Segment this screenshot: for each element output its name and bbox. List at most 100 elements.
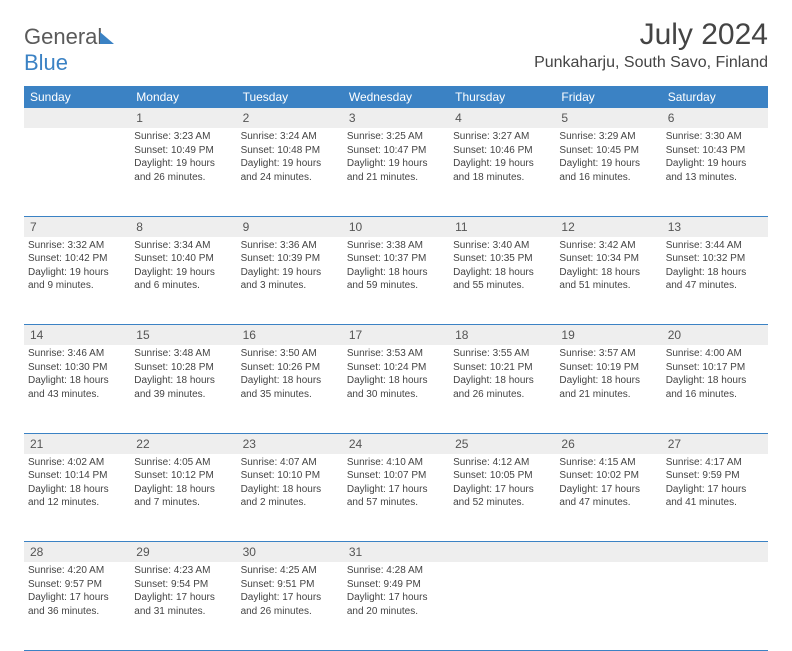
sunset-text: Sunset: 9:59 PM xyxy=(666,469,764,483)
daylight-text: Daylight: 17 hours and 57 minutes. xyxy=(347,483,445,510)
sunset-text: Sunset: 10:34 PM xyxy=(559,252,657,266)
sunrise-text: Sunrise: 4:17 AM xyxy=(666,456,764,470)
day-number-cell: 25 xyxy=(449,433,555,454)
sunrise-text: Sunrise: 4:05 AM xyxy=(134,456,232,470)
sunset-text: Sunset: 10:47 PM xyxy=(347,144,445,158)
day-cell xyxy=(24,128,130,216)
brand-text: General Blue xyxy=(24,24,114,76)
sunset-text: Sunset: 10:43 PM xyxy=(666,144,764,158)
sunset-text: Sunset: 10:24 PM xyxy=(347,361,445,375)
weekday-header: Wednesday xyxy=(343,86,449,108)
sunrise-text: Sunrise: 3:44 AM xyxy=(666,239,764,253)
day-cell: Sunrise: 3:38 AMSunset: 10:37 PMDaylight… xyxy=(343,237,449,325)
day-number-cell: 21 xyxy=(24,433,130,454)
daylight-text: Daylight: 17 hours and 52 minutes. xyxy=(453,483,551,510)
day-number-cell: 9 xyxy=(237,216,343,237)
day-content-row: Sunrise: 3:23 AMSunset: 10:49 PM Daylight… xyxy=(24,128,768,216)
sunset-text: Sunset: 9:51 PM xyxy=(241,578,339,592)
day-cell: Sunrise: 4:00 AMSunset: 10:17 PMDaylight… xyxy=(662,345,768,433)
day-number-cell: 2 xyxy=(237,108,343,128)
daylight-text: Daylight: 18 hours and 51 minutes. xyxy=(559,266,657,293)
day-cell: Sunrise: 3:48 AMSunset: 10:28 PMDaylight… xyxy=(130,345,236,433)
sunrise-text: Sunrise: 3:29 AM xyxy=(559,130,657,144)
day-number-cell: 3 xyxy=(343,108,449,128)
daylight-text: Daylight: 18 hours and 7 minutes. xyxy=(134,483,232,510)
day-cell xyxy=(662,562,768,650)
sunrise-text: Sunrise: 4:20 AM xyxy=(28,564,126,578)
sunset-text: Sunset: 10:12 PM xyxy=(134,469,232,483)
sunrise-text: Sunrise: 3:36 AM xyxy=(241,239,339,253)
day-cell: Sunrise: 3:42 AMSunset: 10:34 PMDaylight… xyxy=(555,237,661,325)
day-number-cell: 28 xyxy=(24,542,130,563)
day-content-row: Sunrise: 4:20 AMSunset: 9:57 PM Daylight:… xyxy=(24,562,768,650)
day-cell: Sunrise: 3:55 AMSunset: 10:21 PMDaylight… xyxy=(449,345,555,433)
sunrise-text: Sunrise: 4:10 AM xyxy=(347,456,445,470)
sunrise-text: Sunrise: 3:40 AM xyxy=(453,239,551,253)
day-cell: Sunrise: 4:10 AMSunset: 10:07 PMDaylight… xyxy=(343,454,449,542)
day-cell: Sunrise: 4:20 AMSunset: 9:57 PMDaylight:… xyxy=(24,562,130,650)
sunset-text: Sunset: 10:02 PM xyxy=(559,469,657,483)
sunset-text: Sunset: 10:48 PM xyxy=(241,144,339,158)
weekday-header: Thursday xyxy=(449,86,555,108)
daylight-text: Daylight: 17 hours and 26 minutes. xyxy=(241,591,339,618)
day-number-cell xyxy=(662,542,768,563)
day-number-cell: 13 xyxy=(662,216,768,237)
sunrise-text: Sunrise: 3:50 AM xyxy=(241,347,339,361)
daylight-text: Daylight: 19 hours and 6 minutes. xyxy=(134,266,232,293)
day-cell: Sunrise: 4:28 AMSunset: 9:49 PMDaylight:… xyxy=(343,562,449,650)
sunrise-text: Sunrise: 3:42 AM xyxy=(559,239,657,253)
day-number-cell: 11 xyxy=(449,216,555,237)
sunset-text: Sunset: 10:07 PM xyxy=(347,469,445,483)
day-cell: Sunrise: 4:07 AMSunset: 10:10 PMDaylight… xyxy=(237,454,343,542)
sunset-text: Sunset: 10:05 PM xyxy=(453,469,551,483)
sunset-text: Sunset: 10:30 PM xyxy=(28,361,126,375)
brand-logo: General Blue xyxy=(24,24,114,76)
sunset-text: Sunset: 10:10 PM xyxy=(241,469,339,483)
day-cell: Sunrise: 3:25 AMSunset: 10:47 PMDaylight… xyxy=(343,128,449,216)
weekday-header: Friday xyxy=(555,86,661,108)
daylight-text: Daylight: 19 hours and 9 minutes. xyxy=(28,266,126,293)
sunrise-text: Sunrise: 3:23 AM xyxy=(134,130,232,144)
sunrise-text: Sunrise: 4:00 AM xyxy=(666,347,764,361)
sunset-text: Sunset: 10:17 PM xyxy=(666,361,764,375)
day-number-cell: 5 xyxy=(555,108,661,128)
daylight-text: Daylight: 18 hours and 59 minutes. xyxy=(347,266,445,293)
day-cell: Sunrise: 3:29 AMSunset: 10:45 PMDaylight… xyxy=(555,128,661,216)
weekday-header-row: SundayMondayTuesdayWednesdayThursdayFrid… xyxy=(24,86,768,108)
day-number-cell: 27 xyxy=(662,433,768,454)
day-number-cell: 17 xyxy=(343,325,449,346)
day-content-row: Sunrise: 3:32 AMSunset: 10:42 PMDaylight… xyxy=(24,237,768,325)
daylight-text: Daylight: 18 hours and 35 minutes. xyxy=(241,374,339,401)
day-number-cell: 31 xyxy=(343,542,449,563)
day-number-cell: 26 xyxy=(555,433,661,454)
sunset-text: Sunset: 9:57 PM xyxy=(28,578,126,592)
sunset-text: Sunset: 10:21 PM xyxy=(453,361,551,375)
day-cell: Sunrise: 4:17 AMSunset: 9:59 PMDaylight:… xyxy=(662,454,768,542)
day-number-cell: 4 xyxy=(449,108,555,128)
day-number-cell: 16 xyxy=(237,325,343,346)
sunset-text: Sunset: 9:49 PM xyxy=(347,578,445,592)
day-cell: Sunrise: 4:12 AMSunset: 10:05 PMDaylight… xyxy=(449,454,555,542)
sunset-text: Sunset: 10:28 PM xyxy=(134,361,232,375)
weekday-header: Saturday xyxy=(662,86,768,108)
weekday-header: Sunday xyxy=(24,86,130,108)
day-number-cell: 20 xyxy=(662,325,768,346)
day-cell: Sunrise: 4:15 AMSunset: 10:02 PMDaylight… xyxy=(555,454,661,542)
day-number-cell xyxy=(449,542,555,563)
daylight-text: Daylight: 17 hours and 31 minutes. xyxy=(134,591,232,618)
day-number-row: 123456 xyxy=(24,108,768,128)
day-number-cell: 1 xyxy=(130,108,236,128)
sunrise-text: Sunrise: 4:12 AM xyxy=(453,456,551,470)
daylight-text: Daylight: 19 hours and 18 minutes. xyxy=(453,157,551,184)
day-number-cell: 12 xyxy=(555,216,661,237)
day-number-cell: 7 xyxy=(24,216,130,237)
sunset-text: Sunset: 10:14 PM xyxy=(28,469,126,483)
sunrise-text: Sunrise: 3:46 AM xyxy=(28,347,126,361)
sunset-text: Sunset: 10:49 PM xyxy=(134,144,232,158)
page-title: July 2024 xyxy=(534,18,768,52)
day-cell: Sunrise: 3:53 AMSunset: 10:24 PMDaylight… xyxy=(343,345,449,433)
daylight-text: Daylight: 18 hours and 43 minutes. xyxy=(28,374,126,401)
day-cell: Sunrise: 3:46 AMSunset: 10:30 PMDaylight… xyxy=(24,345,130,433)
weekday-header: Monday xyxy=(130,86,236,108)
day-number-cell: 24 xyxy=(343,433,449,454)
